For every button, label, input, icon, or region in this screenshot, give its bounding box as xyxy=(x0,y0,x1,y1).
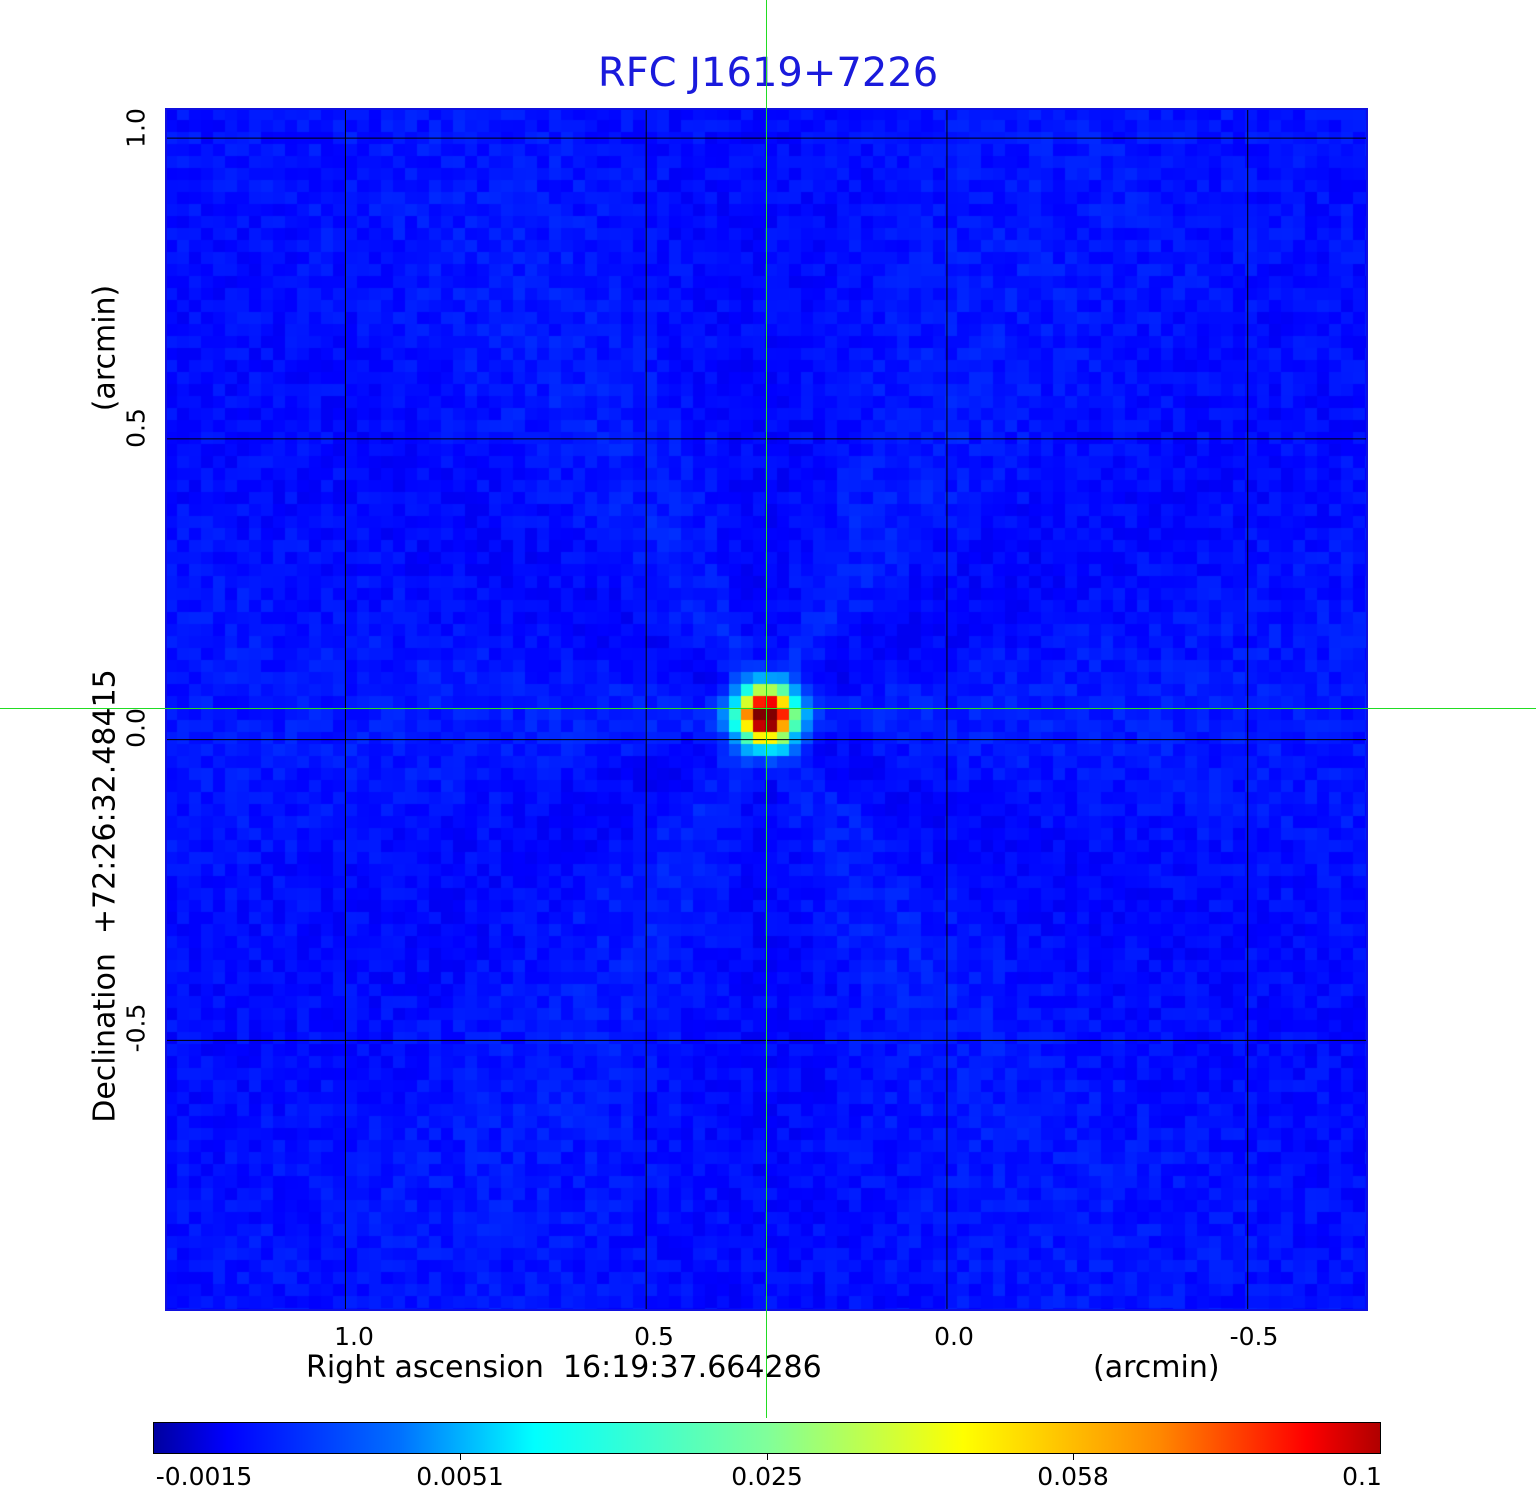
colorbar-tick-label: 0.1 xyxy=(1342,1462,1382,1491)
colorbar-tick-label: 0.0051 xyxy=(416,1462,504,1491)
x-tick-label: 1.0 xyxy=(334,1322,374,1351)
chart-title: RFC J1619+7226 xyxy=(597,50,939,96)
colorbar-tick xyxy=(1073,1453,1074,1460)
colorbar-tick xyxy=(460,1453,461,1460)
y-axis-unit: (arcmin) xyxy=(87,284,123,412)
colorbar-tick xyxy=(767,1453,768,1460)
x-axis-label: Right ascension 16:19:37.664286 xyxy=(306,1350,822,1385)
colorbar-tick-label: -0.0015 xyxy=(155,1462,253,1491)
colorbar xyxy=(153,1422,1381,1454)
crosshair-vertical[interactable] xyxy=(766,0,767,1418)
colorbar-tick-label: 0.025 xyxy=(731,1462,803,1491)
colorbar-tick-label: 0.058 xyxy=(1037,1462,1109,1491)
x-axis-unit: (arcmin) xyxy=(1093,1350,1220,1385)
y-axis-label: Declination +72:26:32.48415 xyxy=(87,669,123,1123)
crosshair-horizontal[interactable] xyxy=(0,708,1536,709)
y-tick-label: -0.5 xyxy=(121,1003,151,1053)
x-tick-label: -0.5 xyxy=(1229,1322,1279,1351)
y-tick-label: 0.0 xyxy=(121,708,151,748)
x-tick-label: 0.5 xyxy=(634,1322,674,1351)
y-tick-label: 1.0 xyxy=(121,108,151,148)
x-tick-label: 0.0 xyxy=(934,1322,974,1351)
y-tick-label: 0.5 xyxy=(121,408,151,448)
